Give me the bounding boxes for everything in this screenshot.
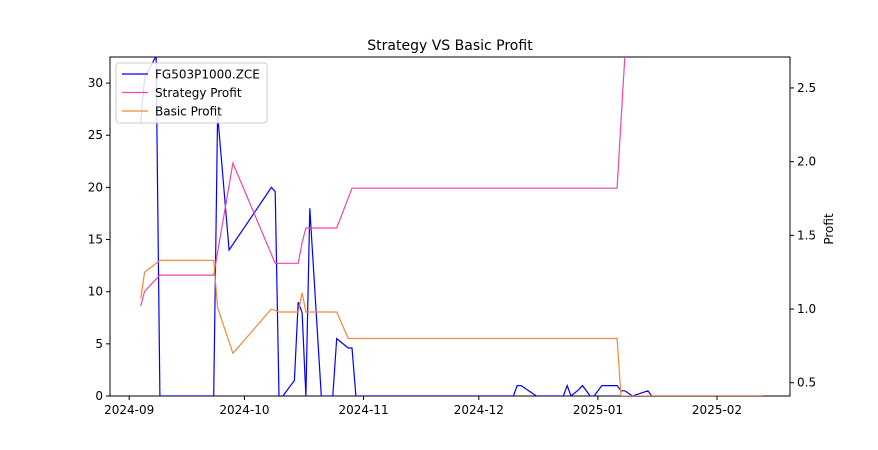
y-right-tick-label: 1.0 (797, 302, 816, 316)
y-left-tick-label: 0 (95, 389, 103, 403)
y-left-tick-label: 25 (88, 128, 103, 142)
x-tick-label: 2025-02 (692, 403, 742, 417)
y-left-tick-label: 20 (88, 180, 103, 194)
y-left-tick-label: 5 (95, 337, 103, 351)
x-tick-label: 2025-01 (573, 403, 623, 417)
legend-label: FG503P1000.ZCE (155, 68, 260, 82)
y-right-tick-label: 2.0 (797, 155, 816, 169)
x-tick-label: 2024-12 (454, 403, 504, 417)
y-left-tick-label: 15 (88, 233, 103, 247)
y-left-tick-label: 30 (88, 76, 103, 90)
x-tick-label: 2024-11 (338, 403, 388, 417)
legend-label: Basic Profit (155, 105, 222, 119)
series-line-basic-profit (140, 259, 764, 396)
y-right-tick-label: 2.5 (797, 81, 816, 95)
x-tick-label: 2024-09 (104, 403, 154, 417)
right-axis-label: Profit (822, 213, 836, 245)
y-left-tick-label: 10 (88, 285, 103, 299)
y-right-tick-label: 0.5 (797, 376, 816, 390)
x-tick-label: 2024-10 (219, 403, 269, 417)
chart-title: Strategy VS Basic Profit (367, 38, 533, 54)
series-line-strategy-profit (140, 57, 626, 307)
y-right-tick-label: 1.5 (797, 228, 816, 242)
legend-label: Strategy Profit (155, 86, 242, 100)
legend-box (115, 62, 268, 124)
series-line-fg503p1000-zce (140, 57, 764, 396)
